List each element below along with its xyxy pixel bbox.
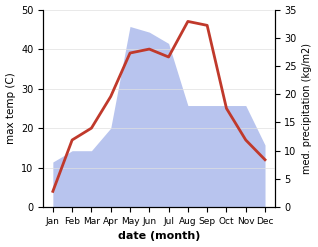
Y-axis label: max temp (C): max temp (C) xyxy=(5,72,16,144)
X-axis label: date (month): date (month) xyxy=(118,231,200,242)
Y-axis label: med. precipitation (kg/m2): med. precipitation (kg/m2) xyxy=(302,43,313,174)
